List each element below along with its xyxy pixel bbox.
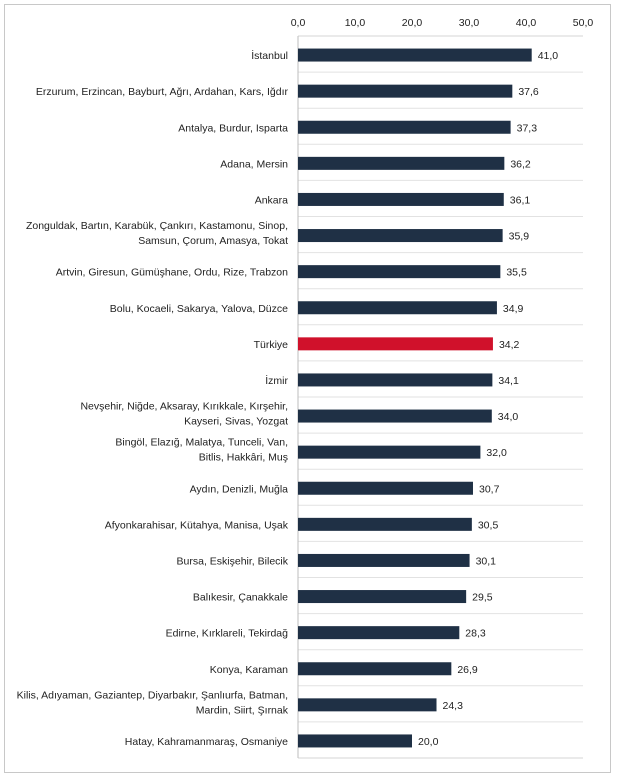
- bar-value-label: 41,0: [538, 50, 559, 62]
- bar: [298, 409, 492, 423]
- bar: [298, 192, 504, 206]
- category-label: Türkiye: [254, 339, 289, 351]
- bar-value-label: 34,2: [499, 339, 520, 351]
- category-label: Zonguldak, Bartın, Karabük, Çankırı, Kas…: [26, 220, 288, 232]
- category-label: Aydın, Denizli, Muğla: [190, 483, 289, 495]
- bar-value-label: 37,6: [518, 86, 539, 98]
- x-tick-label: 10,0: [345, 17, 366, 29]
- bar: [298, 626, 460, 640]
- bar-value-label: 20,0: [418, 736, 439, 748]
- category-label: Kilis, Adıyaman, Gaziantep, Diyarbakır, …: [17, 689, 288, 701]
- bar-value-label: 30,5: [478, 519, 499, 531]
- chart-frame: [4, 4, 611, 773]
- category-label: Bolu, Kocaeli, Sakarya, Yalova, Düzce: [110, 303, 288, 315]
- category-label: Hatay, Kahramanmaraş, Osmaniye: [125, 736, 288, 748]
- bar: [298, 120, 511, 134]
- category-label: Samsun, Çorum, Amasya, Tokat: [138, 235, 288, 247]
- bar-value-label: 34,1: [498, 375, 519, 387]
- category-label: Bursa, Eskişehir, Bilecik: [177, 555, 289, 567]
- bar-value-label: 34,9: [503, 303, 524, 315]
- category-label: Mardin, Siirt, Şırnak: [196, 704, 289, 716]
- category-label: Balıkesir, Çanakkale: [193, 592, 288, 604]
- bar: [298, 156, 505, 170]
- bar: [298, 517, 472, 531]
- bar: [298, 48, 532, 62]
- bar-value-label: 35,9: [509, 231, 530, 243]
- category-label: Kayseri, Sivas, Yozgat: [184, 416, 288, 428]
- category-label: İstanbul: [251, 49, 288, 62]
- category-label: Nevşehir, Niğde, Aksaray, Kırıkkale, Kır…: [80, 401, 288, 413]
- x-tick-label: 40,0: [516, 17, 537, 29]
- bar: [298, 265, 501, 279]
- bar-value-label: 32,0: [486, 447, 507, 459]
- bar-value-label: 26,9: [457, 664, 478, 676]
- bar: [298, 734, 412, 748]
- bar-value-label: 36,2: [510, 158, 531, 170]
- category-label: Bingöl, Elazığ, Malatya, Tunceli, Van,: [115, 437, 288, 449]
- bar-value-label: 29,5: [472, 592, 493, 604]
- category-label: Edirne, Kırklareli, Tekirdağ: [166, 628, 289, 640]
- bar-value-label: 37,3: [517, 122, 538, 134]
- bar-value-label: 30,1: [476, 555, 497, 567]
- category-label: Konya, Karaman: [210, 664, 288, 676]
- bar: [298, 698, 437, 712]
- bar-value-label: 24,3: [443, 700, 464, 712]
- bar: [298, 301, 497, 315]
- bar: [298, 445, 481, 459]
- category-label: Antalya, Burdur, Isparta: [178, 122, 288, 134]
- bar-value-label: 28,3: [465, 628, 486, 640]
- bar: [298, 553, 470, 567]
- bar: [298, 229, 503, 243]
- x-tick-label: 0,0: [291, 17, 306, 29]
- category-label: Afyonkarahisar, Kütahya, Manisa, Uşak: [105, 519, 289, 531]
- bar: [298, 590, 467, 604]
- category-label: Erzurum, Erzincan, Bayburt, Ağrı, Ardaha…: [36, 86, 289, 98]
- category-label: Bitlis, Hakkâri, Muş: [199, 452, 288, 464]
- bar: [298, 662, 452, 676]
- bar-value-label: 30,7: [479, 483, 500, 495]
- bar-highlight: [298, 337, 493, 351]
- category-label: Adana, Mersin: [220, 158, 288, 170]
- category-label: Artvin, Giresun, Gümüşhane, Ordu, Rize, …: [56, 267, 288, 279]
- bar-value-label: 36,1: [510, 194, 531, 206]
- category-label: Ankara: [255, 194, 288, 206]
- bar-value-label: 34,0: [498, 411, 519, 423]
- x-tick-label: 30,0: [459, 17, 480, 29]
- bar: [298, 373, 493, 387]
- bar-value-label: 35,5: [506, 267, 527, 279]
- x-tick-label: 50,0: [573, 17, 594, 29]
- bar: [298, 84, 513, 98]
- category-label: İzmir: [265, 374, 288, 387]
- x-tick-label: 20,0: [402, 17, 423, 29]
- bar: [298, 481, 473, 495]
